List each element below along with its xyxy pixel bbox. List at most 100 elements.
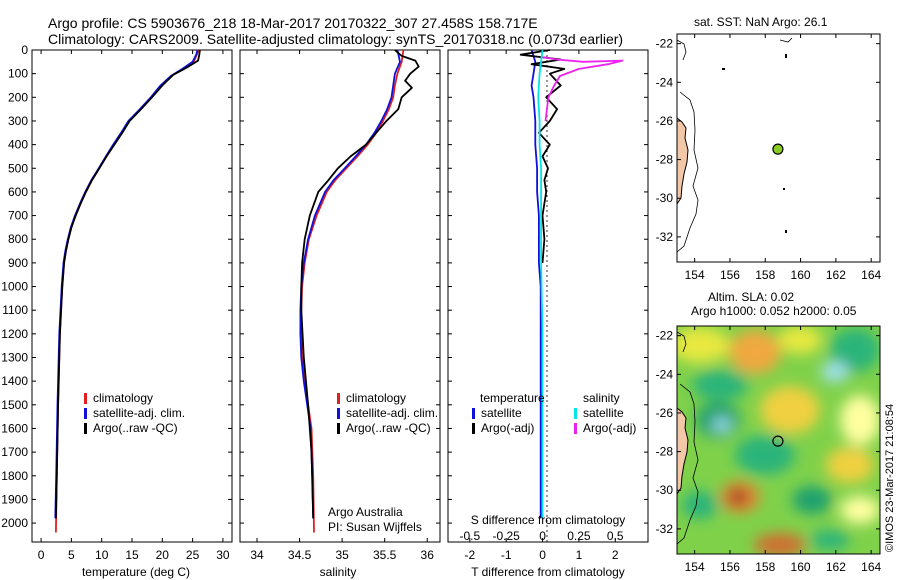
depth-axis: 0 100 200 300 400 500 600 700 800 900 1000 1100 1200… <box>1 43 232 530</box>
x-tick-label: 5 <box>68 548 75 562</box>
salinity-axis: 34 34.5 35 35.5 36 <box>250 50 434 562</box>
difference-series <box>519 49 624 519</box>
map-y-tick-label: -22 <box>656 37 674 51</box>
x-tick-label: 20 <box>156 548 170 562</box>
s-tick-label: 0.25 <box>567 529 591 543</box>
map-x-tick-label: 162 <box>826 560 846 574</box>
legend-swatch-sal-argo <box>574 423 577 434</box>
depth-tick-label: 1900 <box>1 492 28 506</box>
x-tick-label: 36 <box>421 548 435 562</box>
x-tick-label: 30 <box>216 548 230 562</box>
series-line-argo-raw-qc- <box>55 49 201 519</box>
map-x-tick-label: 156 <box>720 560 740 574</box>
island-4 <box>785 230 787 233</box>
series-line-temperature-argo-adj- <box>519 49 566 263</box>
legend-label-climatology: climatology <box>346 391 406 405</box>
map-y-tick-label: -26 <box>656 406 674 420</box>
depth-tick-label: 1000 <box>1 280 28 294</box>
difference-panel: -2 -1 0 1 2 -0.5 -0.25 0 0.25 0.5 T difference f… <box>447 49 649 579</box>
sst-map-axes: 154 156 158 160 162 164 -22 -24 -26 -28 -30 -32 <box>656 34 882 282</box>
depth-tick-label: 1100 <box>2 303 28 317</box>
legend-label-argo: Argo(..raw -QC) <box>346 421 431 435</box>
salinity-axis-label: salinity <box>320 565 357 579</box>
x-tick-label: 0 <box>539 548 546 562</box>
map-x-tick-label: 160 <box>791 560 811 574</box>
map-y-tick-label: -22 <box>656 329 674 343</box>
map-x-tick-label: 160 <box>791 268 811 282</box>
x-tick-label: 10 <box>95 548 109 562</box>
map-y-tick-label: -30 <box>656 483 674 497</box>
map-y-tick-label: -28 <box>656 153 674 167</box>
x-tick-label: -2 <box>464 548 475 562</box>
s-tick-label: 0 <box>539 529 546 543</box>
sla-coast-outline <box>677 331 699 545</box>
legend-swatch-temp-argo <box>472 423 475 434</box>
temperature-axis-label: temperature (deg C) <box>82 565 190 579</box>
legend-label-climatology: climatology <box>93 391 153 405</box>
legend-swatch-argo <box>337 423 340 434</box>
x-tick-label: 35.5 <box>373 548 397 562</box>
sla-map-panel: Altim. SLA: 0.02 Argo h1000: 0.052 h2000… <box>656 290 882 574</box>
island-2 <box>785 54 787 58</box>
map-y-tick-label: -26 <box>656 114 674 128</box>
depth-tick-label: 0 <box>21 43 28 57</box>
depth-tick-label: 500 <box>8 161 28 175</box>
salinity-panel: 34 34.5 35 35.5 36 salinity climatology sate… <box>239 49 441 579</box>
map-y-tick-label: -28 <box>656 445 674 459</box>
t-difference-axis-label: T difference from climatology <box>471 565 625 579</box>
legend-swatch-climatology <box>337 393 340 404</box>
s-tick-label: -0.25 <box>493 529 521 543</box>
x-tick-label: 15 <box>125 548 139 562</box>
depth-tick-label: 900 <box>8 256 28 270</box>
depth-tick-label: 2000 <box>1 516 28 530</box>
series-line-climatology <box>300 49 405 533</box>
map-x-tick-label: 164 <box>861 560 881 574</box>
argo-float-location <box>772 435 784 447</box>
series-line-salinity-argo-adj- <box>542 56 624 122</box>
temperature-series <box>54 49 201 533</box>
legend-swatch-temp-satellite <box>472 408 475 419</box>
depth-tick-label: 1700 <box>1 445 28 459</box>
sla-map-axes: 154 156 158 160 162 164 -22 -24 -26 -28 -30 -32 <box>656 326 882 574</box>
s-tick-label: -0.5 <box>459 529 480 543</box>
pi-label: PI: Susan Wijffels <box>328 520 422 534</box>
depth-tick-label: 800 <box>8 232 28 246</box>
header-subtitle: Climatology: CARS2009. Satellite-adjuste… <box>48 31 623 47</box>
salinity-plot-frame <box>239 49 441 543</box>
legend-label-argo: Argo(..raw -QC) <box>93 421 178 435</box>
argo-australia-label: Argo Australia <box>328 505 403 519</box>
temperature-legend: climatology satellite-adj. clim. Argo(..… <box>84 391 185 435</box>
header-title: Argo profile: CS 5903676_218 18-Mar-2017… <box>48 15 538 31</box>
map-x-tick-label: 158 <box>755 560 775 574</box>
salinity-depth-ticks <box>240 49 440 524</box>
legend-swatch-satellite <box>337 408 340 419</box>
legend-swatch-sal-satellite <box>574 408 577 419</box>
x-tick-label: 34 <box>250 548 264 562</box>
depth-tick-label: 1600 <box>1 421 28 435</box>
legend-label-satellite: satellite-adj. clim. <box>93 406 185 420</box>
temperature-axis: 0 5 10 15 20 25 30 <box>38 50 230 562</box>
x-tick-label: 2 <box>612 548 619 562</box>
legend-label-temp-satellite: satellite <box>481 406 522 420</box>
legend-swatch-climatology <box>84 393 87 404</box>
legend-label-satellite: satellite-adj. clim. <box>346 406 438 420</box>
depth-tick-label: 600 <box>8 185 28 199</box>
depth-tick-label: 1500 <box>1 398 28 412</box>
map-y-tick-label: -32 <box>656 230 674 244</box>
depth-tick-label: 100 <box>8 67 28 81</box>
salinity-legend: climatology satellite-adj. clim. Argo(..… <box>337 391 438 435</box>
map-y-tick-label: -24 <box>656 367 674 381</box>
map-y-tick-label: -32 <box>656 522 674 536</box>
series-line-salinity-satellite <box>537 49 544 519</box>
depth-tick-label: 1400 <box>1 374 28 388</box>
x-tick-label: 1 <box>576 548 583 562</box>
legend-title-salinity: salinity <box>583 391 620 405</box>
coast-land <box>676 116 689 206</box>
map-x-tick-label: 154 <box>685 268 705 282</box>
sst-map-points <box>772 143 784 155</box>
legend-label-sal-satellite: satellite <box>583 406 624 420</box>
depth-tick-label: 300 <box>8 114 28 128</box>
sla-title-line2: Argo h1000: 0.052 h2000: 0.05 <box>691 304 857 318</box>
map-x-tick-label: 158 <box>755 268 775 282</box>
map-y-tick-label: -24 <box>656 75 674 89</box>
